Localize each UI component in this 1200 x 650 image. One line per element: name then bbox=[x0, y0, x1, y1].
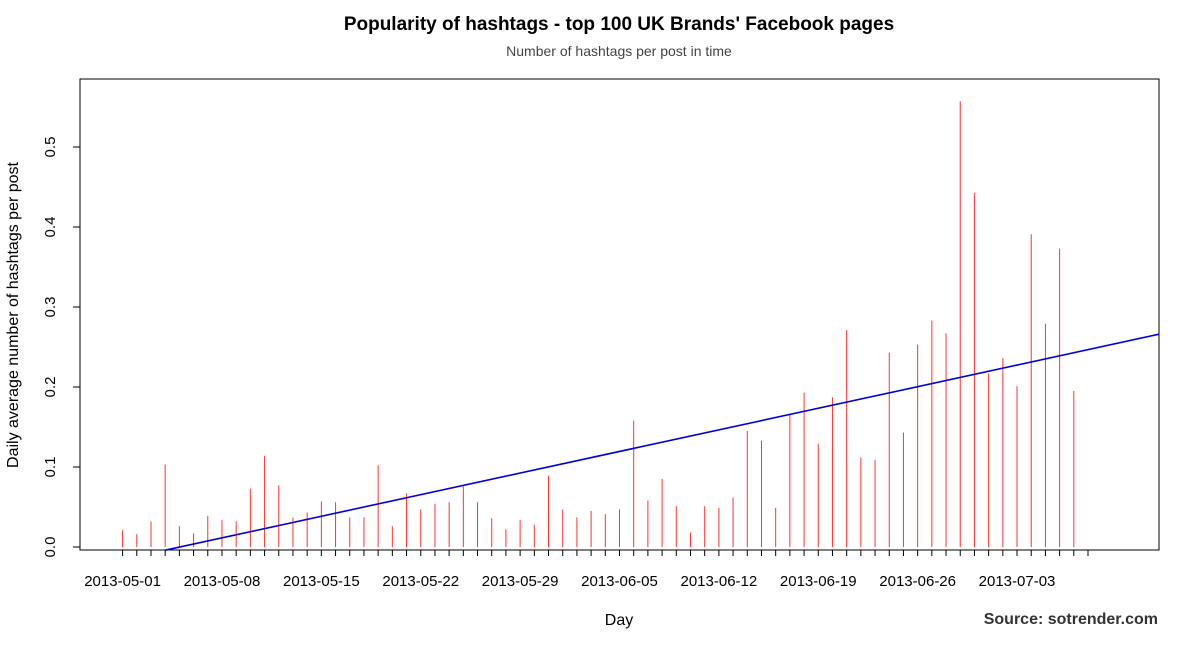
x-tick-label: 2013-05-08 bbox=[184, 573, 261, 590]
plot-area-frame bbox=[79, 78, 1160, 551]
x-tick-label: 2013-05-01 bbox=[84, 573, 161, 590]
y-tick-label: 0.0 bbox=[42, 537, 59, 558]
trend-line bbox=[165, 333, 1160, 551]
x-tick-label: 2013-06-19 bbox=[780, 573, 857, 590]
x-tick-label: 2013-05-22 bbox=[382, 573, 459, 590]
source-credit: Source: sotrender.com bbox=[984, 611, 1158, 628]
x-tick-label: 2013-06-12 bbox=[681, 573, 758, 590]
x-tick-label: 2013-06-26 bbox=[879, 573, 956, 590]
x-tick-label: 2013-05-15 bbox=[283, 573, 360, 590]
y-tick-label: 0.1 bbox=[42, 457, 59, 478]
x-tick-label: 2013-06-05 bbox=[581, 573, 658, 590]
chart-subtitle: Number of hashtags per post in time bbox=[506, 43, 732, 59]
y-tick-label: 0.4 bbox=[42, 217, 59, 238]
y-axis: 0.0 0.1 0.2 0.3 0.4 0.5 bbox=[42, 137, 81, 558]
y-tick-label: 0.3 bbox=[42, 297, 59, 318]
bar-series bbox=[122, 101, 1089, 556]
y-axis-label: Daily average number of hashtags per pos… bbox=[5, 161, 22, 468]
y-tick-label: 0.5 bbox=[42, 137, 59, 158]
chart-title: Popularity of hashtags - top 100 UK Bran… bbox=[344, 14, 894, 35]
x-tick-label: 2013-05-29 bbox=[482, 573, 559, 590]
y-tick-label: 0.2 bbox=[42, 377, 59, 398]
x-tick-label: 2013-07-03 bbox=[979, 573, 1056, 590]
trend-line-series bbox=[165, 333, 1160, 551]
x-axis: 2013-05-01 2013-05-08 2013-05-15 2013-05-22… bbox=[84, 573, 1055, 590]
x-axis-label: Day bbox=[605, 612, 633, 629]
